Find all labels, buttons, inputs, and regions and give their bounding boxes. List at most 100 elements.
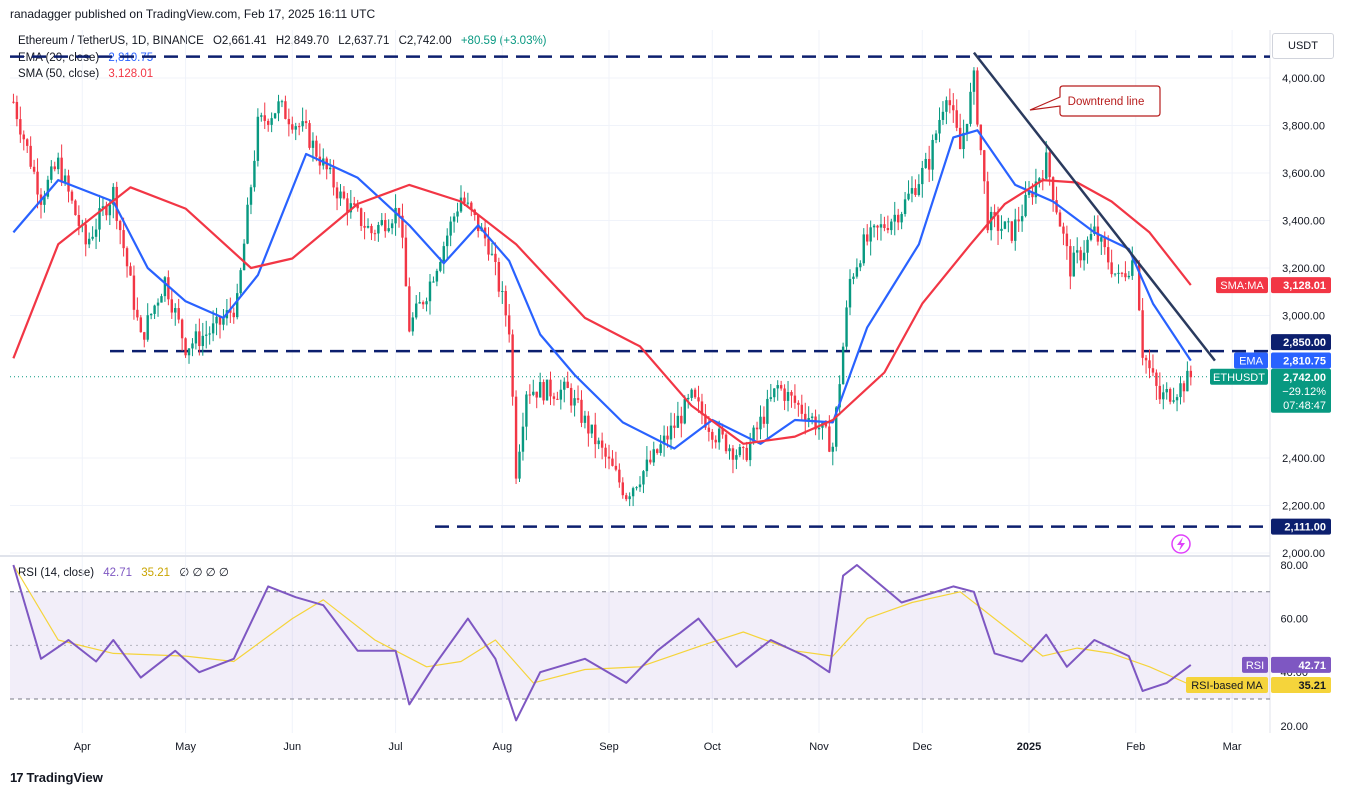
candle-body [766,398,769,424]
rsi-legend-extras: ∅ ∅ ∅ ∅ [179,567,229,579]
candle-body [198,331,201,347]
candle-body [384,220,387,232]
candle-body [1179,383,1182,398]
candle-body [717,428,721,443]
candle-body [421,302,425,305]
tradingview-logo[interactable]: 17 TradingView [10,770,103,785]
candle-body [1020,216,1024,222]
candle-body [845,307,848,347]
candle-body [1069,246,1072,277]
candle-body [704,414,707,428]
candle-body [752,427,755,443]
candle-body [576,398,580,400]
candle-body [762,416,766,424]
candle-body [693,389,697,398]
candle-body [418,302,421,304]
sma-legend[interactable]: SMA (50, close) 3,128.01 [18,68,153,80]
candle-body [428,281,432,302]
candle-body [683,399,686,424]
candle-body [132,275,136,310]
candle-body [180,319,184,339]
candle-body [53,166,56,170]
candle-body [969,91,972,124]
candle-body [824,422,828,427]
candle-body [927,158,931,170]
candle-body [1110,262,1113,275]
candle-body [583,415,587,423]
candle-body [1124,273,1127,278]
sma-price-tag-bg [1271,277,1331,294]
candle-body [470,202,473,210]
candle-body [366,225,370,228]
change-value: +80.59 (+3.03%) [460,35,547,47]
candle-body [1100,237,1103,242]
horizontal-levels [10,55,1270,528]
candle-body [46,179,50,197]
candle-body [941,111,945,120]
candle-body [738,447,742,456]
candle-body [748,442,752,461]
candle-body [1103,237,1106,248]
candle-body [459,197,463,212]
candle-body [628,496,631,500]
candle-body [205,334,208,336]
candle-body [29,145,32,167]
candle-body [841,346,845,385]
candle-body [167,277,170,300]
candle-body [139,317,143,333]
candle-body [810,416,814,418]
high-value: H2,849.70 [275,35,329,47]
candle-body [1144,357,1148,361]
candle-body [77,215,81,226]
candle-body [611,458,614,466]
candle-body [218,316,222,325]
tradingview-icon: 17 [10,770,24,785]
candle-body [1086,239,1089,253]
rsi-price-tag: 42.71 [1298,660,1326,672]
indicator-lines [12,51,1216,722]
candle-body [490,253,494,255]
x-tick-label: Oct [704,741,721,753]
rsi-ma-tag-label: RSI-based MA [1191,680,1263,692]
candle-body [896,214,900,223]
candle-body [439,262,442,271]
candle-body [934,133,938,140]
level-2111-tag-bg [1271,518,1331,535]
level-2850-tag-bg [1271,334,1331,351]
ema-legend[interactable]: EMA (20, close) 2,810.75 [18,52,153,64]
candle-body [170,299,174,313]
candle-body [301,121,304,127]
candle-body [638,484,642,488]
candle-body [408,286,411,332]
candle-body [435,270,439,282]
candle-body [852,276,855,279]
candle-body [1113,273,1117,275]
sma-tag-label: SMA:MA [1220,280,1264,292]
sma-line [12,179,1192,445]
candle-body [631,488,635,497]
candle-body [721,428,724,435]
candle-body [1141,310,1144,358]
candle-body [153,305,156,314]
candle-body [621,482,624,496]
candle-body [983,150,986,182]
currency-button[interactable]: USDT [1272,33,1334,59]
candle-body [387,228,390,232]
candle-body [900,213,903,223]
open-value: O2,661.41 [212,35,267,47]
candle-body [432,281,435,283]
candle-body [1172,400,1175,402]
candle-body [976,70,979,125]
candle-body [1045,152,1048,179]
candle-body [74,200,77,216]
last-price-value: 2,742.00 [1283,372,1326,384]
last-price-countdown: 07:48:47 [1283,400,1326,412]
candle-body [1117,272,1120,274]
candle-body [804,413,807,422]
rsi-legend[interactable]: RSI (14, close) 42.71 35.21 ∅ ∅ ∅ ∅ [18,565,229,579]
candle-body [986,181,989,231]
candle-body [590,424,594,434]
candle-body [879,224,883,228]
candle-body [1082,252,1086,261]
